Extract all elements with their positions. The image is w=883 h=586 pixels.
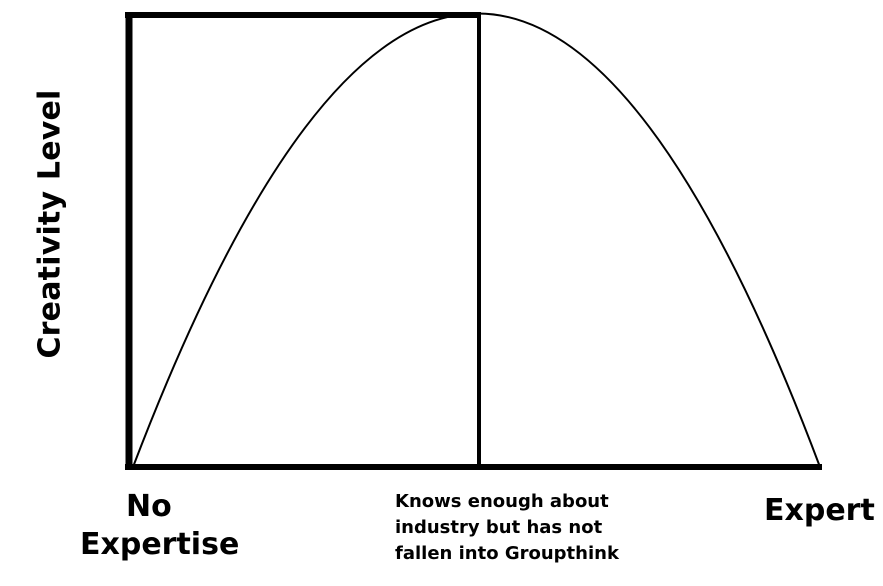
x-label-expert: Expert [764,492,875,530]
x-label-no-expertise: No Expertise [80,488,239,564]
x-label-left-line-2: Expertise [80,527,240,562]
creativity-curve [132,12,821,468]
x-label-mid-line-3: fallen into Groupthink [395,543,619,564]
y-axis-label-text: Creativity Level [32,89,68,359]
x-label-right-text: Expert [764,493,875,528]
x-label-mid-line-1: Knows enough about [395,491,609,512]
x-label-peak-description: Knows enough about industry but has not … [395,489,619,567]
x-label-mid-line-2: industry but has not [395,517,603,538]
x-label-left-line-1: No [126,489,172,524]
